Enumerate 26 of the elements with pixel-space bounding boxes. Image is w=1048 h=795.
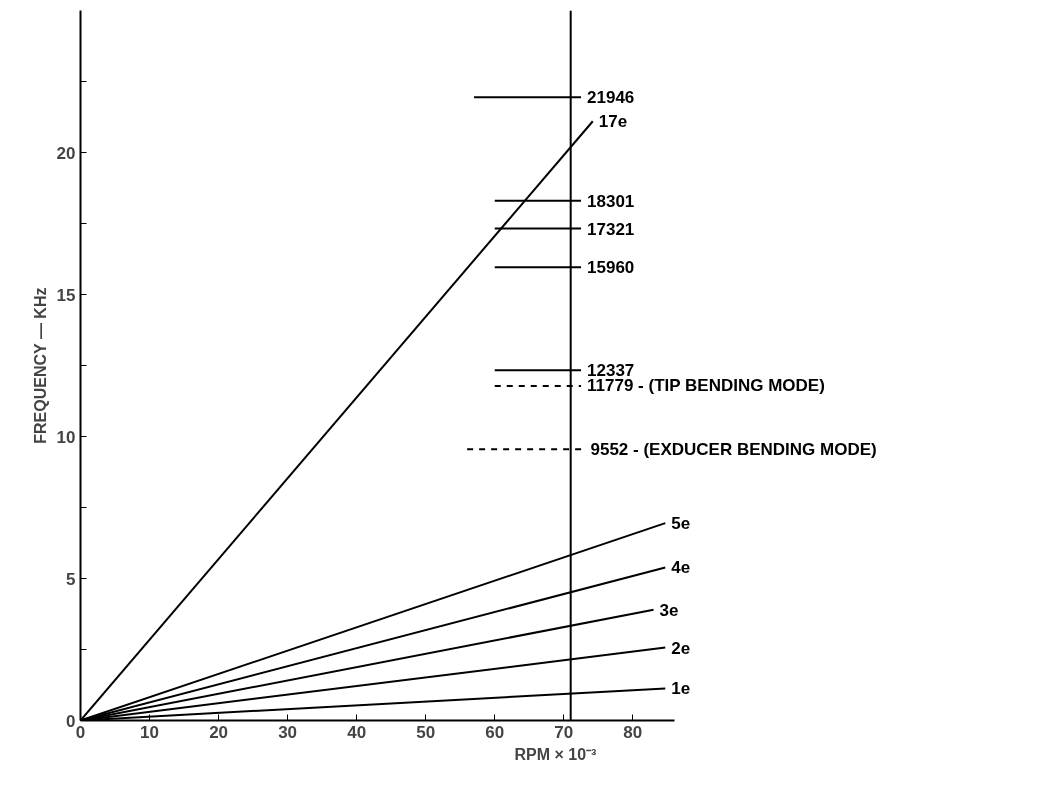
series-label: 18301 <box>587 191 635 211</box>
x-tick-label: 30 <box>278 722 298 742</box>
y-tick-label: 15 <box>56 285 76 305</box>
y-tick-label: 5 <box>66 569 76 589</box>
series-label: 1e <box>671 679 691 699</box>
x-tick-label: 60 <box>485 722 505 742</box>
x-tick-label: 80 <box>623 722 643 742</box>
series-label: 15960 <box>587 258 635 278</box>
x-tick-label: 70 <box>554 722 574 742</box>
series-label: 21946 <box>587 88 635 108</box>
x-tick-label: 40 <box>347 722 367 742</box>
series-label: 2e <box>671 638 691 658</box>
y-tick-label: 20 <box>56 143 76 163</box>
x-tick-label: 50 <box>416 722 436 742</box>
y-tick-label: 10 <box>56 427 76 447</box>
series-label: 3e <box>659 600 679 620</box>
series-label: 9552 - (EXDUCER BENDING MODE) <box>590 439 877 459</box>
series-label: 11779 - (TIP BENDING MODE) <box>587 376 825 396</box>
y-axis-title: FREQUENCY — KHz <box>31 287 49 444</box>
x-tick-label: 10 <box>140 722 160 742</box>
x-axis-title: RPM × 10⁻³ <box>514 745 597 763</box>
series-label: 17321 <box>587 219 635 239</box>
series-label: 4e <box>671 558 691 578</box>
series-label: 5e <box>671 514 691 534</box>
series-label: 17e <box>598 112 628 132</box>
x-tick-label: 20 <box>209 722 229 742</box>
